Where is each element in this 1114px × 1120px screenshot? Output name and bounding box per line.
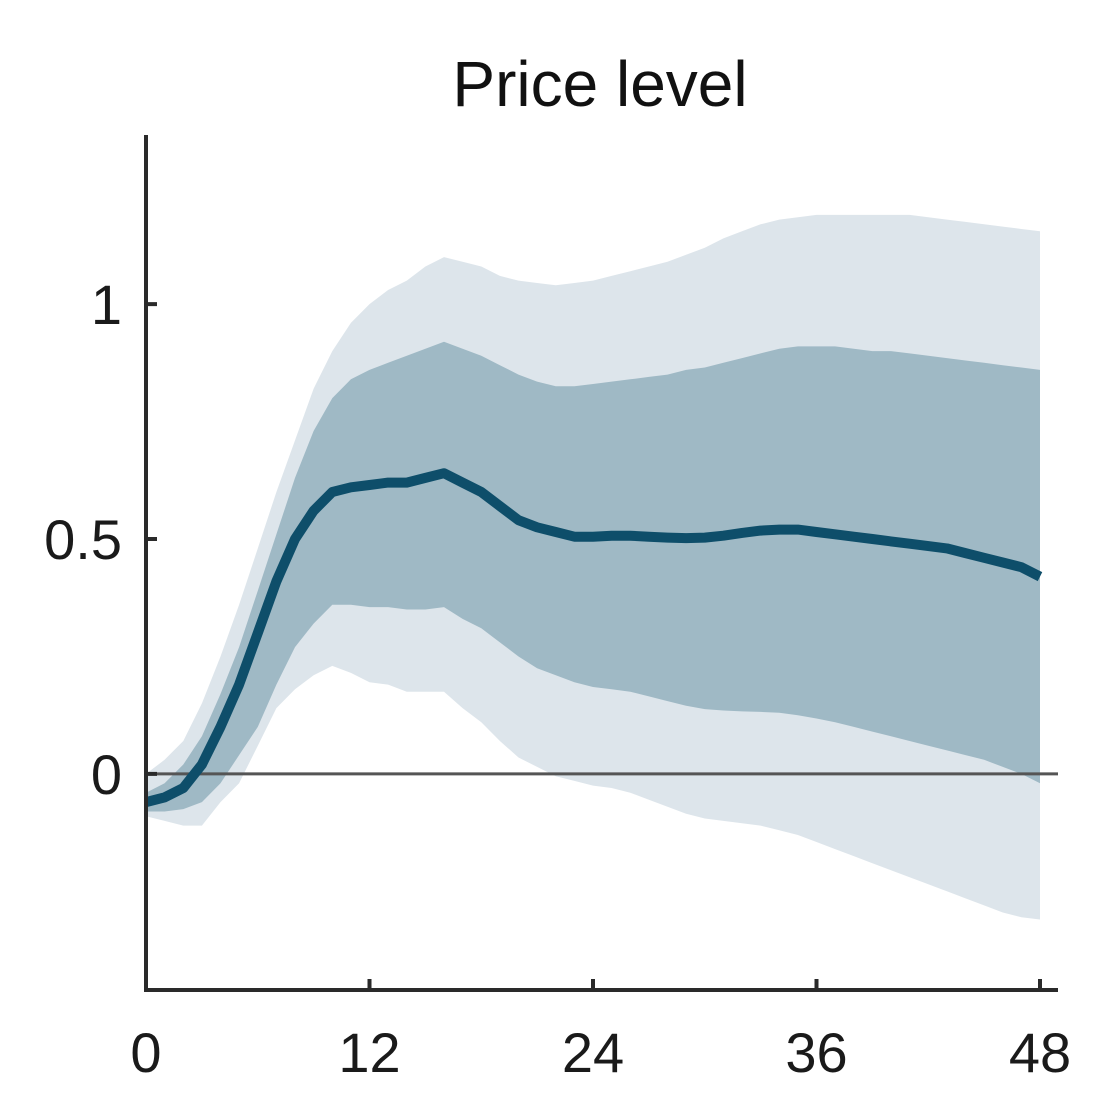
y-tick-label-0: 0 [91, 743, 122, 806]
x-tick-label-48: 48 [1009, 1021, 1071, 1084]
axes-layer [144, 135, 1058, 992]
x-tick-label-36: 36 [785, 1021, 847, 1084]
y-tick-label-1: 1 [91, 273, 122, 336]
lines-layer [144, 468, 1043, 807]
x-tick-label-0: 0 [130, 1021, 161, 1084]
tick-labels-layer: 0 12 24 36 48 0 0.5 1 [44, 273, 1071, 1084]
bands-layer [146, 214, 1040, 920]
x-tick-label-24: 24 [562, 1021, 624, 1084]
series-line-median [144, 468, 1043, 807]
band-inner [146, 341, 1040, 812]
y-tick-label-0.5: 0.5 [44, 508, 122, 571]
x-tick-label-12: 12 [338, 1021, 400, 1084]
chart-title: Price level [452, 48, 747, 120]
